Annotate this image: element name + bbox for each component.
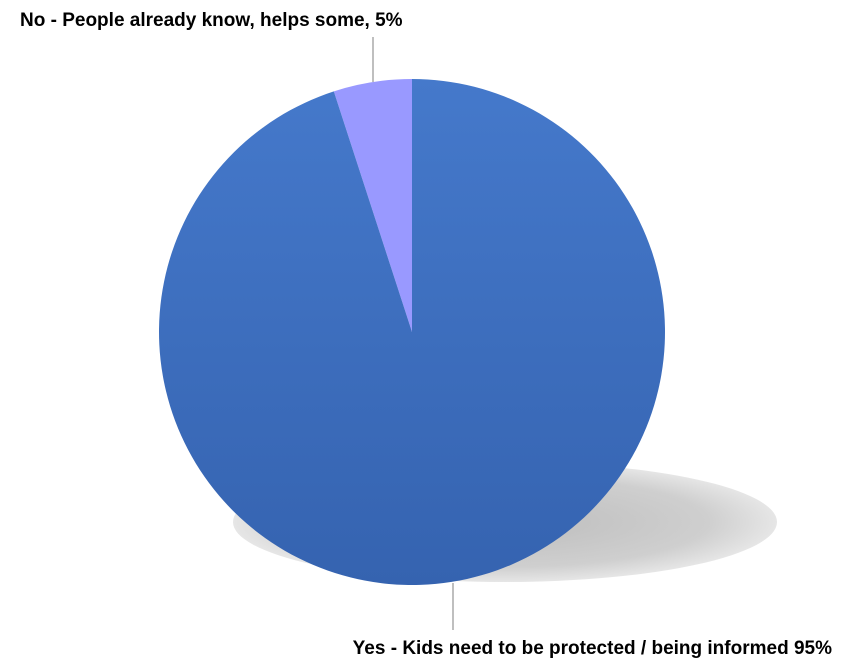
leader-lines bbox=[372, 37, 454, 630]
data-label-no: No - People already know, helps some, 5% bbox=[20, 10, 403, 31]
pie-slice-yes bbox=[159, 79, 665, 585]
data-label-yes: Yes - Kids need to be protected / being … bbox=[353, 638, 832, 659]
pie-slice-no bbox=[333, 79, 412, 332]
pie-slices bbox=[159, 79, 665, 585]
